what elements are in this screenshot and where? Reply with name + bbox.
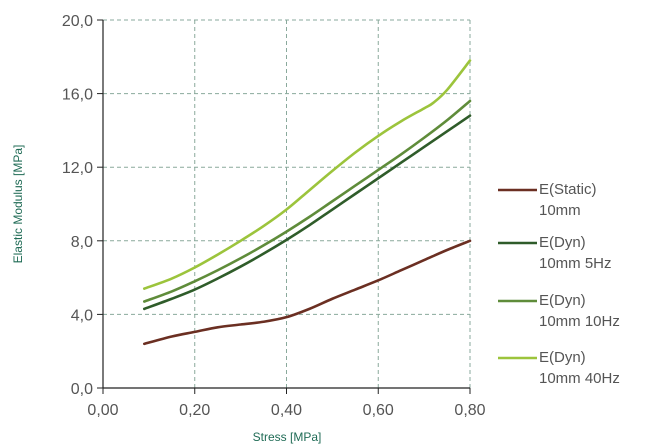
legend-item-4: E(Dyn) 10mm 40Hz [498,349,620,387]
y-tick-labels: 0,0 4,0 8,0 12,0 16,0 20,0 [62,13,93,398]
y-tick-label: 0,0 [71,381,93,398]
legend-label: E(Dyn) [539,349,586,366]
x-tick-label: 0,60 [363,402,394,419]
x-tick-label: 0,00 [87,402,118,419]
y-tick-label: 12,0 [62,160,93,177]
y-tick-label: 8,0 [71,234,93,251]
legend-item-1: E(Static) 10mm [498,181,597,219]
legend-label: 10mm [539,202,581,219]
y-tick-label: 20,0 [62,13,93,30]
x-tick-label: 0,40 [271,402,302,419]
grid-lines [103,19,471,388]
legend-label: 10mm 5Hz [539,255,612,272]
axes [97,19,471,394]
legend-label: 10mm 10Hz [539,313,620,330]
legend-item-3: E(Dyn) 10mm 10Hz [498,292,620,330]
legend: E(Static) 10mm E(Dyn) 10mm 5Hz E(Dyn) 10mm 10… [498,181,620,387]
legend-label: E(Static) [539,181,597,198]
y-tick-label: 4,0 [71,307,93,324]
series-line-1 [142,239,472,346]
legend-label: E(Dyn) [539,234,586,251]
series-line-4 [142,59,472,290]
y-tick-label: 16,0 [62,87,93,104]
series-lines [142,59,472,346]
x-tick-labels: 0,00 0,20 0,40 0,60 0,80 [87,402,485,419]
series-line-3 [142,99,472,303]
y-axis-label: Elastic Modulus [MPa] [11,145,25,264]
x-tick-label: 0,20 [179,402,210,419]
legend-item-2: E(Dyn) 10mm 5Hz [498,234,612,272]
series-line-2 [142,114,472,311]
legend-label: E(Dyn) [539,292,586,309]
x-axis-label: Stress [MPa] [253,430,322,444]
legend-label: 10mm 40Hz [539,370,620,387]
x-tick-label: 0,80 [454,402,485,419]
